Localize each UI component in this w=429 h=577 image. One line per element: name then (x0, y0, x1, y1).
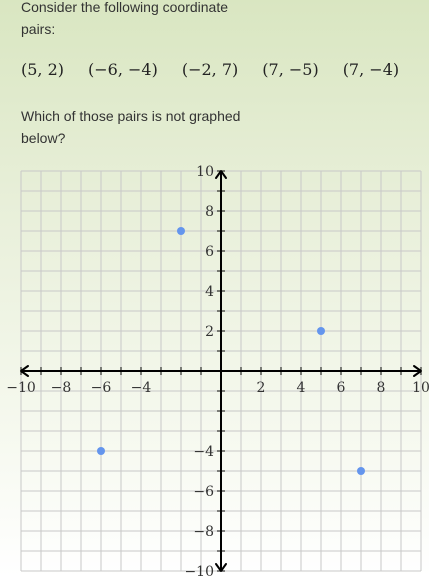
axes (20, 170, 422, 572)
coordinate-pair: (5, 2) (21, 60, 65, 79)
coordinate-pair: (−6, −4) (88, 60, 158, 79)
plotted-point (177, 227, 185, 235)
x-tick-label: 6 (337, 380, 346, 396)
y-tick-label: −8 (193, 524, 214, 540)
axis-ticks (20, 170, 422, 572)
x-tick-label: 8 (377, 380, 386, 396)
coordinate-pairs: (5, 2) (−6, −4) (−2, 7) (7, −5) (7, −4) (21, 60, 399, 84)
y-tick-label: −6 (193, 484, 214, 500)
y-tick-label: 6 (205, 244, 214, 260)
x-tick-label: −4 (131, 380, 152, 396)
coordinate-pair: (−2, 7) (181, 60, 239, 79)
plotted-point (357, 467, 365, 475)
y-tick-label: 8 (205, 204, 214, 220)
y-tick-label: −10 (184, 564, 214, 577)
plotted-point (97, 447, 105, 455)
question-prompt: Which of those pairs is not graphed belo… (21, 108, 241, 146)
x-tick-label: 2 (257, 380, 266, 396)
y-tick-label: 4 (205, 284, 214, 300)
coordinate-pair: (7, −4) (342, 60, 400, 79)
plotted-point (317, 327, 325, 335)
coordinate-pair: (7, −5) (262, 60, 319, 79)
x-tick-label: −10 (6, 380, 36, 396)
y-tick-label: −4 (193, 444, 214, 460)
question-intro: Consider the following coordinate pairs: (21, 0, 229, 37)
y-tick-label: 2 (205, 324, 214, 340)
plotted-points (97, 227, 365, 475)
coordinate-graph: −10 −8 −6 −4 2 4 6 8 10 10 8 6 4 2 −4 −6 −8 −10 (6, 164, 429, 577)
tick-labels: −10 −8 −6 −4 2 4 6 8 10 10 8 6 4 2 −4 −6 −8 −10 (6, 164, 429, 577)
x-tick-label: −6 (91, 380, 112, 396)
x-tick-label: 10 (412, 380, 429, 396)
y-tick-label: 10 (196, 164, 214, 180)
x-tick-label: −8 (51, 380, 72, 396)
x-tick-label: 4 (297, 380, 306, 396)
